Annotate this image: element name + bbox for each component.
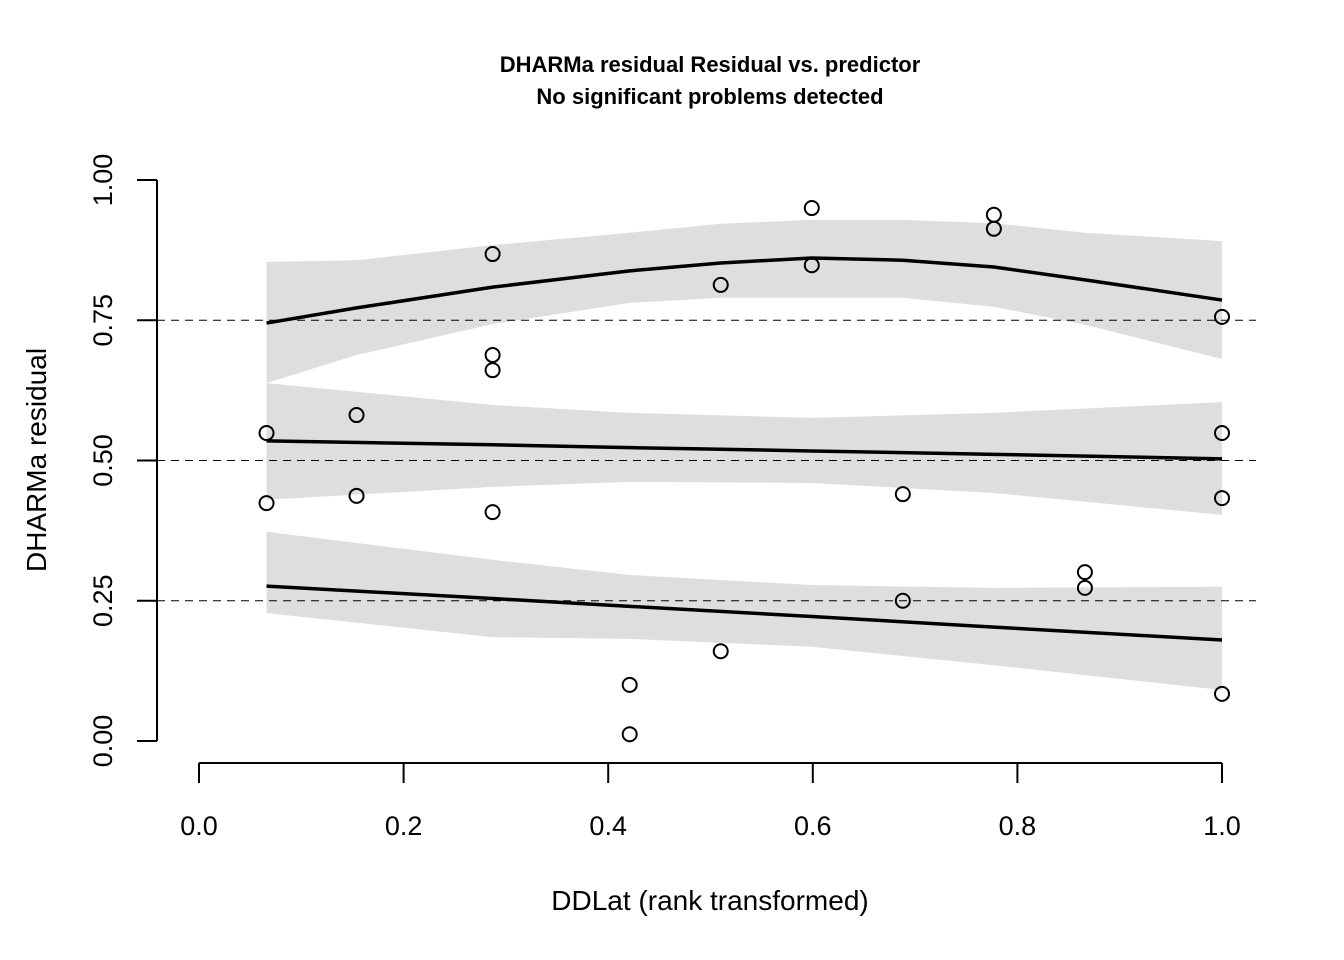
data-points [258,200,1230,743]
confidence-band-q0.75 [266,219,1222,384]
data-point [803,257,820,274]
data-point [484,504,501,521]
chart-title: DHARMa residual Residual vs. predictor [500,52,921,77]
data-point [712,276,729,293]
x-tick-label: 0.4 [589,811,627,841]
x-tick-label: 0.2 [385,811,423,841]
quantile-line-q0.5 [266,439,1223,461]
data-point [1076,579,1093,596]
data-point [258,425,275,442]
data-point [1214,425,1230,442]
confidence-band-q0.25 [266,531,1222,690]
y-tick-label: 0.75 [88,294,118,347]
data-point [484,347,501,364]
data-point [348,487,365,504]
y-tick-label: 1.00 [88,154,118,207]
axes: 0.0 0.2 0.4 0.6 0.8 1.0 0.00 0.25 0.50 0.75 1.00 [88,154,1241,841]
data-point [1214,308,1230,325]
data-point [803,200,820,217]
data-point [621,676,638,693]
data-point [258,495,275,512]
x-axis-label: DDLat (rank transformed) [551,885,868,916]
y-tick-label: 0.50 [88,434,118,487]
quantile-line-q0.25 [266,584,1223,642]
data-point [894,592,911,609]
data-point [1076,564,1093,581]
x-tick-label: 1.0 [1203,811,1241,841]
data-point [1214,685,1230,702]
data-point [985,220,1002,237]
data-point [348,407,365,424]
reference-lines [157,319,1256,602]
data-point [484,246,501,263]
data-point [712,643,729,660]
data-point [985,206,1002,223]
x-tick-label: 0.8 [999,811,1037,841]
x-tick-label: 0.6 [794,811,832,841]
chart-subtitle: No significant problems detected [536,84,883,109]
quantile-line-q0.75 [266,256,1223,325]
y-tick-label: 0.00 [88,715,118,768]
data-point [621,726,638,743]
y-axis-label: DHARMa residual [21,348,52,572]
data-point [484,362,501,379]
x-tick-label: 0.0 [180,811,218,841]
y-tick-label: 0.25 [88,574,118,627]
data-point [1214,490,1230,507]
quantile-fit-lines [266,256,1223,642]
data-point [894,486,911,503]
